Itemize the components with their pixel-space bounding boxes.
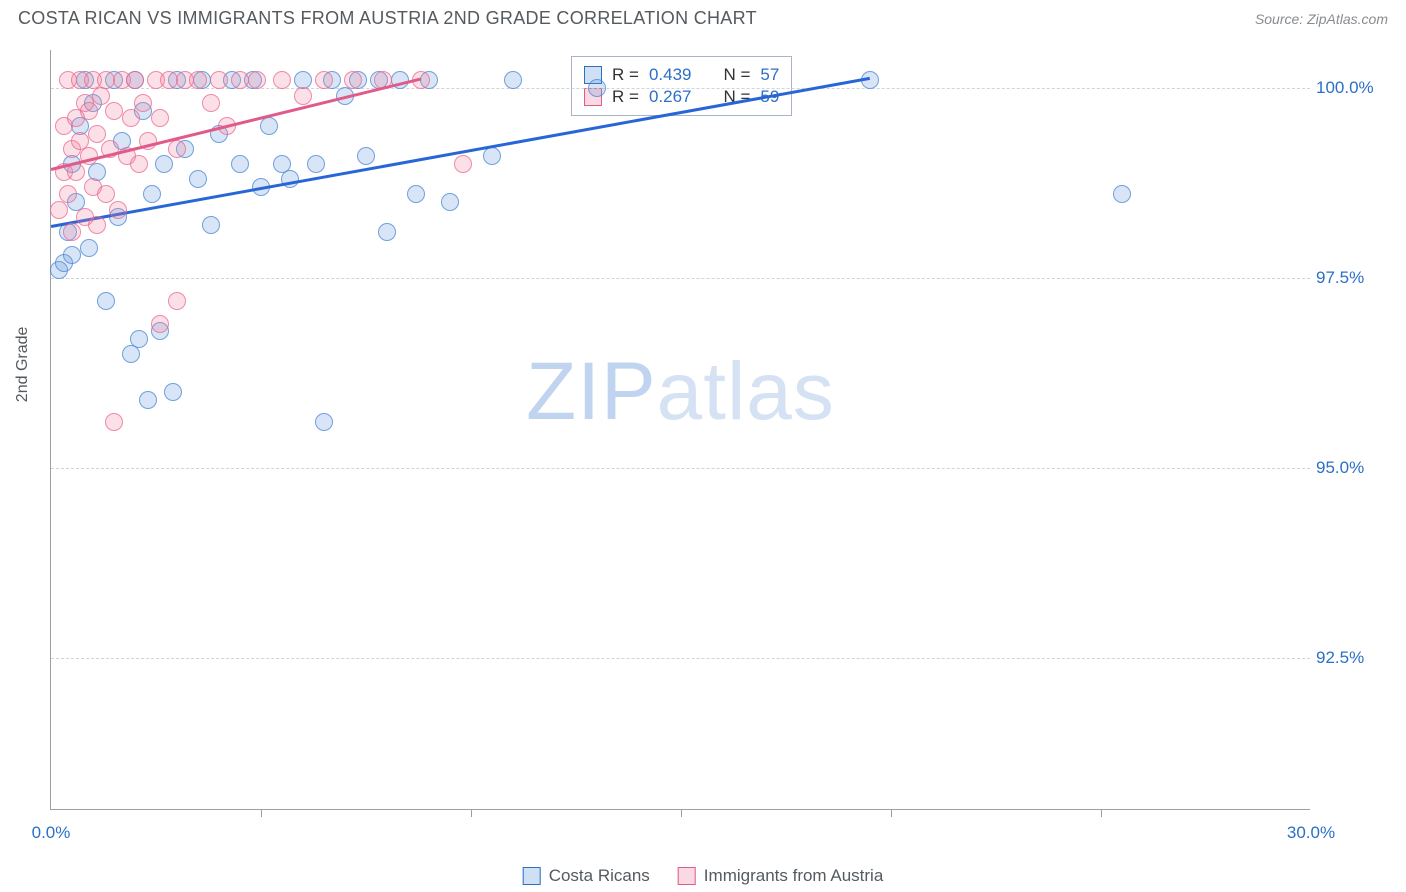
- legend-label: Costa Ricans: [549, 866, 650, 886]
- data-point: [105, 102, 123, 120]
- data-point: [248, 71, 266, 89]
- data-point: [378, 223, 396, 241]
- data-point: [168, 140, 186, 158]
- data-point: [260, 117, 278, 135]
- stats-row: R =0.267N =59: [584, 87, 779, 107]
- x-tick: [471, 809, 472, 817]
- data-point: [202, 94, 220, 112]
- data-point: [134, 94, 152, 112]
- data-point: [59, 185, 77, 203]
- y-axis-title: 2nd Grade: [14, 327, 32, 403]
- data-point: [315, 413, 333, 431]
- data-point: [130, 155, 148, 173]
- stats-row: R = 0.439 N = 57: [584, 65, 779, 85]
- gridline: [51, 468, 1310, 469]
- data-point: [109, 201, 127, 219]
- legend: Costa Ricans Immigrants from Austria: [523, 866, 884, 886]
- legend-swatch: [523, 867, 541, 885]
- data-point: [168, 292, 186, 310]
- data-point: [202, 216, 220, 234]
- data-point: [130, 330, 148, 348]
- data-point: [92, 87, 110, 105]
- data-point: [143, 185, 161, 203]
- legend-swatch: [678, 867, 696, 885]
- data-point: [151, 109, 169, 127]
- data-point: [441, 193, 459, 211]
- data-point: [210, 71, 228, 89]
- data-point: [88, 216, 106, 234]
- y-tick-label: 100.0%: [1316, 78, 1396, 98]
- x-tick: [681, 809, 682, 817]
- stats-r-value: 0.267: [649, 87, 692, 107]
- data-point: [80, 239, 98, 257]
- data-point: [97, 185, 115, 203]
- data-point: [273, 71, 291, 89]
- data-point: [281, 170, 299, 188]
- data-point: [1113, 185, 1131, 203]
- chart-plot-area: ZIPatlas R =0.439N =57R =0.267N =59 92.5…: [50, 50, 1310, 810]
- chart-title: COSTA RICAN VS IMMIGRANTS FROM AUSTRIA 2…: [18, 8, 757, 29]
- data-point: [344, 71, 362, 89]
- data-point: [315, 71, 333, 89]
- data-point: [151, 315, 169, 333]
- watermark-bold: ZIP: [526, 346, 657, 437]
- x-tick: [1101, 809, 1102, 817]
- data-point: [97, 292, 115, 310]
- x-tick-label: 30.0%: [1287, 823, 1335, 843]
- data-point: [155, 155, 173, 173]
- data-point: [504, 71, 522, 89]
- x-tick: [891, 809, 892, 817]
- watermark-light: atlas: [657, 346, 835, 437]
- data-point: [231, 155, 249, 173]
- data-point: [407, 185, 425, 203]
- y-tick-label: 92.5%: [1316, 648, 1396, 668]
- stats-n-value: 57: [760, 65, 779, 85]
- data-point: [80, 102, 98, 120]
- legend-item: Costa Ricans: [523, 866, 650, 886]
- data-point: [164, 383, 182, 401]
- data-point: [105, 413, 123, 431]
- source-label: Source: ZipAtlas.com: [1255, 11, 1388, 27]
- stats-r-label: R =: [612, 87, 639, 107]
- gridline: [51, 658, 1310, 659]
- y-tick-label: 97.5%: [1316, 268, 1396, 288]
- data-point: [139, 391, 157, 409]
- x-tick-label: 0.0%: [32, 823, 71, 843]
- data-point: [231, 71, 249, 89]
- stats-r-value: 0.439: [649, 65, 692, 85]
- stats-n-label: N =: [723, 65, 750, 85]
- data-point: [122, 109, 140, 127]
- data-point: [294, 87, 312, 105]
- data-point: [483, 147, 501, 165]
- data-point: [189, 170, 207, 188]
- data-point: [88, 125, 106, 143]
- y-tick-label: 95.0%: [1316, 458, 1396, 478]
- data-point: [63, 223, 81, 241]
- data-point: [307, 155, 325, 173]
- legend-label: Immigrants from Austria: [704, 866, 884, 886]
- data-point: [97, 71, 115, 89]
- legend-item: Immigrants from Austria: [678, 866, 884, 886]
- data-point: [63, 246, 81, 264]
- gridline: [51, 278, 1310, 279]
- data-point: [160, 71, 178, 89]
- data-point: [357, 147, 375, 165]
- data-point: [189, 71, 207, 89]
- watermark: ZIPatlas: [526, 345, 835, 439]
- data-point: [588, 79, 606, 97]
- data-point: [454, 155, 472, 173]
- x-tick: [261, 809, 262, 817]
- stats-r-label: R =: [612, 65, 639, 85]
- data-point: [126, 71, 144, 89]
